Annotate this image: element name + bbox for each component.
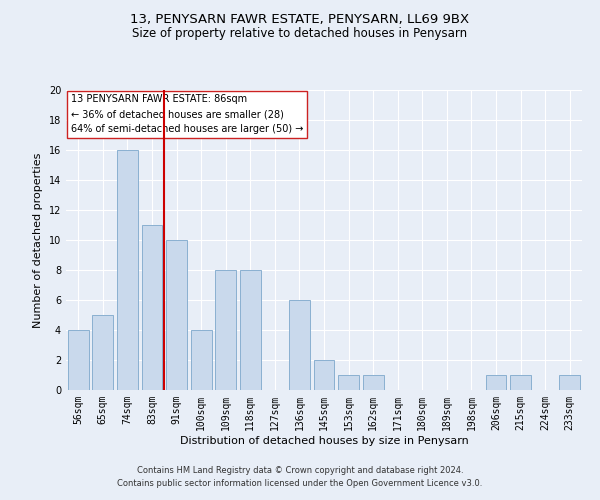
Text: 13 PENYSARN FAWR ESTATE: 86sqm
← 36% of detached houses are smaller (28)
64% of : 13 PENYSARN FAWR ESTATE: 86sqm ← 36% of … [71,94,304,134]
Bar [92,315,113,390]
Bar [240,270,261,390]
Y-axis label: Number of detached properties: Number of detached properties [33,152,43,328]
Bar [166,240,187,390]
X-axis label: Distribution of detached houses by size in Penysarn: Distribution of detached houses by size … [179,436,469,446]
Bar [362,375,383,390]
Bar [338,375,359,390]
Bar [117,150,138,390]
Text: Size of property relative to detached houses in Penysarn: Size of property relative to detached ho… [133,28,467,40]
Bar [215,270,236,390]
Bar [559,375,580,390]
Text: 13, PENYSARN FAWR ESTATE, PENYSARN, LL69 9BX: 13, PENYSARN FAWR ESTATE, PENYSARN, LL69… [130,12,470,26]
Bar [289,300,310,390]
Bar [485,375,506,390]
Bar [68,330,89,390]
Bar [314,360,334,390]
Bar [191,330,212,390]
Text: Contains HM Land Registry data © Crown copyright and database right 2024.
Contai: Contains HM Land Registry data © Crown c… [118,466,482,487]
Bar [510,375,531,390]
Bar [142,225,163,390]
